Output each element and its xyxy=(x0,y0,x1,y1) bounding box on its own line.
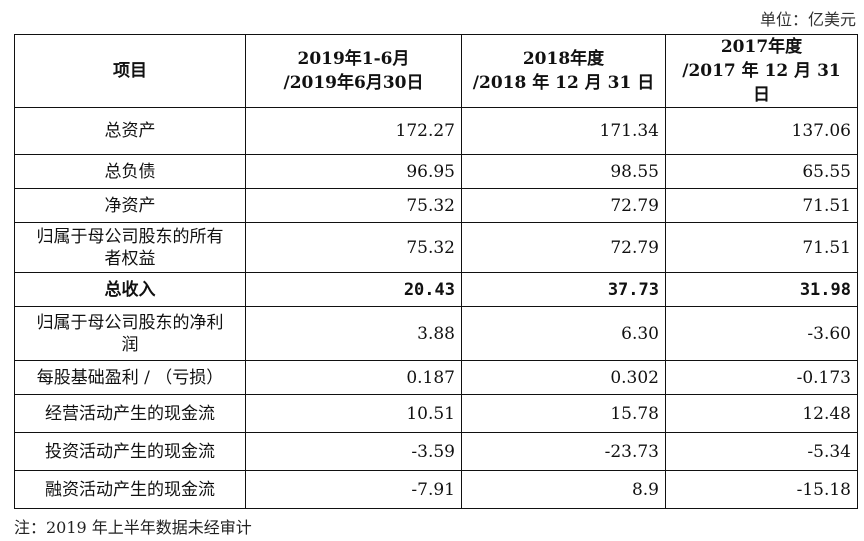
unit-label: 单位：亿美元 xyxy=(759,10,856,29)
cell-2019: 96.95 xyxy=(245,154,462,189)
cell-2019: 10.51 xyxy=(245,394,462,433)
cell-2018: 37.73 xyxy=(461,272,666,307)
cell-2017: -0.173 xyxy=(665,360,858,395)
table-row: 归属于母公司股东的所有 者权益 75.32 72.79 71.51 xyxy=(14,222,858,273)
cell-2017: -15.18 xyxy=(665,470,858,509)
row-label: 融资活动产生的现金流 xyxy=(14,470,246,509)
cell-2019: 75.32 xyxy=(245,222,462,273)
cell-2019: 172.27 xyxy=(245,107,462,155)
header-2019: 2019年1-6月/2019年6月30日 xyxy=(245,34,462,108)
cell-2018: 15.78 xyxy=(461,394,666,433)
table-row: 总负债 96.95 98.55 65.55 xyxy=(14,154,858,189)
row-label: 总资产 xyxy=(14,107,246,155)
row-label: 总负债 xyxy=(14,154,246,189)
cell-2018: 72.79 xyxy=(461,188,666,223)
table-row: 经营活动产生的现金流 10.51 15.78 12.48 xyxy=(14,394,858,433)
cell-2018: 8.9 xyxy=(461,470,666,509)
cell-2017: -5.34 xyxy=(665,432,858,471)
cell-2017: 71.51 xyxy=(665,222,858,273)
cell-2018: -23.73 xyxy=(461,432,666,471)
header-item: 项目 xyxy=(14,34,246,108)
row-label: 归属于母公司股东的净利润 xyxy=(14,306,246,361)
financial-table: 项目 2019年1-6月/2019年6月30日 2018年度/2018 年 12… xyxy=(14,34,858,509)
cell-2019: -7.91 xyxy=(245,470,462,509)
table-row: 总资产 172.27 171.34 137.06 xyxy=(14,107,858,155)
table-row: 总收入 20.43 37.73 31.98 xyxy=(14,272,858,307)
cell-2018: 72.79 xyxy=(461,222,666,273)
row-label: 总收入 xyxy=(14,272,246,307)
row-label: 归属于母公司股东的所有 者权益 xyxy=(14,222,246,273)
table-row: 归属于母公司股东的净利润 3.88 6.30 -3.60 xyxy=(14,306,858,361)
row-label: 净资产 xyxy=(14,188,246,223)
cell-2018: 0.302 xyxy=(461,360,666,395)
cell-2018: 98.55 xyxy=(461,154,666,189)
cell-2019: 20.43 xyxy=(245,272,462,307)
table-row: 每股基础盈利 / （亏损） 0.187 0.302 -0.173 xyxy=(14,360,858,395)
row-label: 经营活动产生的现金流 xyxy=(14,394,246,433)
cell-2017: 12.48 xyxy=(665,394,858,433)
cell-2017: 31.98 xyxy=(665,272,858,307)
cell-2018: 6.30 xyxy=(461,306,666,361)
cell-2017: -3.60 xyxy=(665,306,858,361)
cell-2019: -3.59 xyxy=(245,432,462,471)
cell-2019: 75.32 xyxy=(245,188,462,223)
cell-2018: 171.34 xyxy=(461,107,666,155)
row-label: 每股基础盈利 / （亏损） xyxy=(14,360,246,395)
table-header-row: 项目 2019年1-6月/2019年6月30日 2018年度/2018 年 12… xyxy=(14,34,858,108)
header-2018: 2018年度/2018 年 12 月 31 日 xyxy=(461,34,666,108)
cell-2017: 137.06 xyxy=(665,107,858,155)
cell-2019: 3.88 xyxy=(245,306,462,361)
footnote: 注：2019 年上半年数据未经审计 xyxy=(14,518,252,537)
table-row: 净资产 75.32 72.79 71.51 xyxy=(14,188,858,223)
cell-2019: 0.187 xyxy=(245,360,462,395)
cell-2017: 65.55 xyxy=(665,154,858,189)
table-row: 融资活动产生的现金流 -7.91 8.9 -15.18 xyxy=(14,470,858,509)
header-2017: 2017年度/2017 年 12 月 31 日 xyxy=(665,34,858,108)
table-row: 投资活动产生的现金流 -3.59 -23.73 -5.34 xyxy=(14,432,858,471)
row-label: 投资活动产生的现金流 xyxy=(14,432,246,471)
cell-2017: 71.51 xyxy=(665,188,858,223)
